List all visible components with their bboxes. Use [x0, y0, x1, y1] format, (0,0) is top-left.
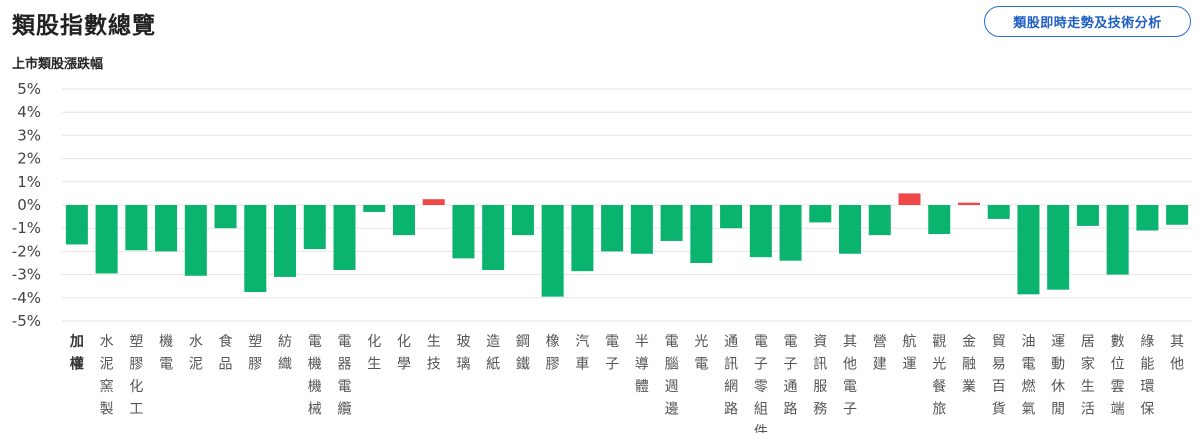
x-tick-label: 綠能環保 [1140, 334, 1154, 418]
x-tick-label: 生技 [427, 334, 441, 373]
bar-其他電子[interactable] [839, 205, 862, 254]
y-tick-label: 5% [17, 80, 41, 98]
x-tick-label: 機電 [159, 334, 173, 373]
x-tick-label: 其他電子 [843, 334, 857, 418]
bar-電機機械[interactable] [303, 205, 326, 250]
bar-鋼鐵[interactable] [511, 205, 534, 236]
chart-title: 上市類股漲跌幅 [12, 57, 104, 72]
x-tick-label: 居家生活 [1081, 334, 1095, 418]
x-tick-label: 電子零組件 [754, 334, 768, 433]
x-tick-label: 光電 [694, 334, 708, 373]
y-tick-label: -1% [12, 219, 41, 237]
bar-機電[interactable] [155, 205, 178, 252]
y-tick-label: -2% [12, 242, 41, 260]
x-tick-label: 金融業 [962, 334, 976, 395]
bar-加權[interactable] [65, 205, 88, 245]
x-tick-label: 電器電纜 [338, 334, 352, 418]
x-tick-label: 汽車 [575, 334, 589, 373]
y-tick-label: 0% [17, 196, 41, 214]
bar-通訊網路[interactable] [720, 205, 743, 229]
bar-油電燃氣[interactable] [1017, 205, 1040, 295]
bar-食品[interactable] [214, 205, 237, 229]
bar-塑膠化工[interactable] [125, 205, 148, 251]
x-tick-label: 半導體 [635, 334, 649, 395]
bar-金融業[interactable] [957, 202, 980, 205]
x-tick-label: 塑膠 [248, 334, 262, 373]
x-tick-label: 運動休閒 [1051, 334, 1065, 418]
bar-其他[interactable] [1166, 205, 1189, 225]
y-tick-label: -5% [12, 312, 41, 330]
bar-生技[interactable] [422, 199, 445, 205]
x-tick-label: 食品 [219, 333, 233, 373]
bar-電器電纜[interactable] [333, 205, 356, 270]
bar-玻璃[interactable] [452, 205, 475, 259]
bar-光電[interactable] [690, 205, 713, 263]
bar-貿易百貨[interactable] [987, 205, 1010, 219]
bar-橡膠[interactable] [541, 205, 564, 297]
bar-電子[interactable] [601, 205, 624, 252]
x-tick-label: 塑膠化工 [129, 334, 143, 418]
bar-化生[interactable] [363, 205, 386, 212]
sector-realtime-analysis-button[interactable]: 類股即時走勢及技術分析 [984, 6, 1191, 37]
x-tick-label: 觀光餐旅 [932, 334, 946, 418]
y-tick-label: 1% [17, 173, 41, 191]
x-tick-label: 航運 [903, 334, 917, 373]
bar-紡織[interactable] [274, 205, 297, 277]
y-axis-ticks: 5% 4% 3% 2% 1% 0% -1% -2% -3% -4% -5% [12, 80, 41, 330]
y-tick-label: 4% [17, 103, 41, 121]
bar-水泥[interactable] [184, 205, 207, 276]
bar-綠能環保[interactable] [1136, 205, 1159, 231]
x-tick-label: 橡膠 [546, 334, 560, 373]
x-tick-label: 化生 [367, 334, 381, 373]
bar-資訊服務[interactable] [809, 205, 832, 223]
bar-汽車[interactable] [571, 205, 594, 272]
page-title: 類股指數總覽 [12, 13, 156, 39]
x-tick-label: 貿易百貨 [992, 334, 1006, 418]
x-tick-label: 造紙 [486, 334, 500, 373]
y-tick-label: -4% [12, 289, 41, 307]
x-tick-label: 玻璃 [456, 334, 470, 373]
y-tick-label: 3% [17, 126, 41, 144]
x-tick-label: 電子 [605, 334, 619, 373]
bar-數位雲端[interactable] [1106, 205, 1129, 275]
y-tick-label: -3% [12, 266, 41, 284]
x-tick-label: 通訊網路 [724, 334, 738, 418]
bar-塑膠[interactable] [244, 205, 267, 292]
x-tick-label: 電腦週邊 [665, 334, 679, 418]
bar-電子通路[interactable] [779, 205, 802, 261]
bar-半導體[interactable] [630, 205, 653, 254]
x-tick-label: 紡織 [278, 334, 292, 373]
bar-運動休閒[interactable] [1047, 205, 1070, 290]
x-tick-label: 資訊服務 [813, 334, 827, 418]
bar-居家生活[interactable] [1076, 205, 1099, 226]
bar-水泥窯製[interactable] [95, 205, 118, 274]
x-tick-label: 水泥窯製 [100, 334, 114, 418]
bar-觀光餐旅[interactable] [928, 205, 951, 234]
x-tick-label: 電機機械 [308, 334, 322, 418]
x-tick-label: 數位雲端 [1111, 334, 1125, 418]
bar-營建[interactable] [868, 205, 891, 236]
bar-電腦週邊[interactable] [660, 205, 683, 241]
x-tick-label: 電子通路 [784, 334, 798, 418]
bar-電子零組件[interactable] [749, 205, 772, 258]
x-tick-label: 油電燃氣 [1021, 334, 1035, 418]
x-tick-label: 化學 [397, 334, 411, 373]
y-tick-label: 2% [17, 150, 41, 168]
x-tick-label: 其他 [1170, 334, 1184, 373]
bars [65, 193, 1189, 297]
x-tick-label: 營建 [873, 334, 887, 373]
x-tick-label: 加權 [69, 334, 84, 373]
bar-造紙[interactable] [482, 205, 505, 270]
x-tick-label: 水泥 [189, 334, 203, 373]
x-tick-label: 鋼鐵 [516, 334, 530, 373]
bar-化學[interactable] [392, 205, 415, 236]
bar-航運[interactable] [898, 193, 921, 205]
